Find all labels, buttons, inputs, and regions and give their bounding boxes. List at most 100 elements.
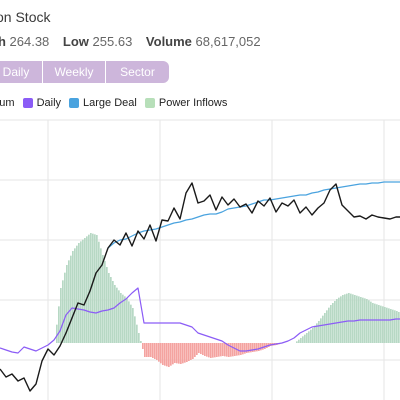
- legend-label-momentum: entum: [0, 97, 15, 109]
- legend-label-power-inflows: Power Inflows: [158, 97, 228, 109]
- inflow-bar: [354, 295, 356, 343]
- stat-low-label: Low: [62, 34, 89, 49]
- inflow-bar: [256, 343, 258, 352]
- legend-item-daily[interactable]: Daily: [22, 97, 61, 109]
- tab-daily[interactable]: Daily: [0, 61, 43, 83]
- inflow-bar: [84, 238, 86, 343]
- inflow-bar: [108, 273, 110, 343]
- inflow-bar: [114, 285, 116, 343]
- inflow-bar: [94, 234, 96, 343]
- inflow-bar: [138, 333, 140, 343]
- inflow-bar: [106, 267, 108, 343]
- inflow-bar: [380, 305, 382, 343]
- inflow-bar: [334, 301, 336, 343]
- stat-high: gh 264.38: [0, 34, 53, 49]
- inflow-bar: [126, 298, 128, 343]
- inflow-bar: [324, 313, 326, 343]
- inflow-bar: [378, 305, 380, 343]
- period-tabs: Daily Weekly Sector: [0, 61, 169, 83]
- inflow-bar: [144, 343, 146, 357]
- inflow-bar: [260, 343, 262, 351]
- inflow-bar: [232, 343, 234, 357]
- inflow-bar: [142, 343, 144, 349]
- inflow-bar: [382, 306, 384, 343]
- inflow-bar: [244, 343, 246, 354]
- inflow-bar: [364, 298, 366, 343]
- inflow-bar: [246, 343, 248, 353]
- inflow-bar: [328, 307, 330, 343]
- inflow-bar: [234, 343, 236, 356]
- inflow-bar: [302, 336, 304, 343]
- inflow-bar: [372, 303, 374, 343]
- inflow-bar: [134, 316, 136, 343]
- inflow-bar: [68, 260, 70, 343]
- inflow-bar: [168, 343, 170, 367]
- inflow-bar: [220, 343, 222, 357]
- inflow-bar: [200, 343, 202, 354]
- stat-volume-label: Volume: [145, 34, 192, 49]
- inflow-bar: [72, 251, 74, 343]
- inflow-bar: [174, 343, 176, 363]
- inflow-bar: [216, 343, 218, 357]
- inflow-bar: [206, 343, 208, 357]
- inflow-bar: [392, 309, 394, 343]
- inflow-bar: [248, 343, 250, 353]
- inflow-bar: [190, 343, 192, 360]
- inflow-bar: [116, 287, 118, 343]
- inflow-bar: [298, 339, 300, 343]
- inflow-bar: [386, 307, 388, 343]
- inflow-bar: [306, 333, 308, 343]
- inflow-bar: [186, 343, 188, 362]
- inflow-bar: [166, 343, 168, 367]
- inflow-bar: [172, 343, 174, 365]
- inflow-bar: [204, 343, 206, 356]
- inflow-bar: [102, 255, 104, 343]
- inflow-bar: [336, 299, 338, 343]
- inflow-bar: [314, 325, 316, 343]
- inflow-bar: [110, 277, 112, 343]
- inflow-bar: [132, 308, 134, 343]
- inflow-bar: [368, 300, 370, 343]
- chart-grid: [0, 119, 400, 400]
- tab-sector[interactable]: Sector: [106, 61, 169, 83]
- inflow-bar: [98, 241, 100, 343]
- inflow-bar: [128, 301, 130, 343]
- inflow-bar: [170, 343, 172, 366]
- inflow-bar: [70, 255, 72, 343]
- legend-swatch-large-deal: [69, 98, 80, 108]
- inflow-bar: [178, 343, 180, 364]
- inflow-bar: [58, 306, 60, 343]
- inflow-bar: [224, 343, 226, 357]
- inflow-bar: [320, 318, 322, 343]
- inflow-bar: [88, 234, 90, 343]
- inflow-bar: [350, 293, 352, 343]
- inflow-bar: [366, 299, 368, 343]
- inflow-bar: [118, 290, 120, 343]
- inflow-bar: [228, 343, 230, 357]
- inflow-bar: [148, 343, 150, 357]
- stock-flow-chart[interactable]: [0, 110, 400, 400]
- inflow-bar: [254, 343, 256, 352]
- inflow-bar: [56, 324, 58, 343]
- inflow-bar: [348, 293, 350, 343]
- inflow-bar: [346, 293, 348, 343]
- inflow-bar: [238, 343, 240, 356]
- large-deal-line: [107, 181, 400, 249]
- inflow-bar: [100, 248, 102, 343]
- legend-item-large-deal[interactable]: Large Deal: [69, 97, 137, 109]
- legend-item-momentum[interactable]: entum: [0, 97, 15, 109]
- tab-weekly[interactable]: Weekly: [43, 61, 106, 83]
- inflow-bar: [258, 343, 260, 351]
- inflow-bar: [60, 288, 62, 343]
- stat-volume-value: 68,617,052: [195, 34, 261, 49]
- inflow-bar: [74, 248, 76, 343]
- inflow-bar: [192, 343, 194, 359]
- inflow-bar: [76, 245, 78, 343]
- inflow-bar: [182, 343, 184, 364]
- inflow-bar: [64, 272, 66, 343]
- legend-swatch-power-inflows: [144, 98, 155, 108]
- legend-item-power-inflows[interactable]: Power Inflows: [144, 97, 228, 109]
- inflow-bar: [310, 329, 312, 343]
- inflow-bar: [62, 280, 64, 343]
- inflow-bar: [312, 328, 314, 343]
